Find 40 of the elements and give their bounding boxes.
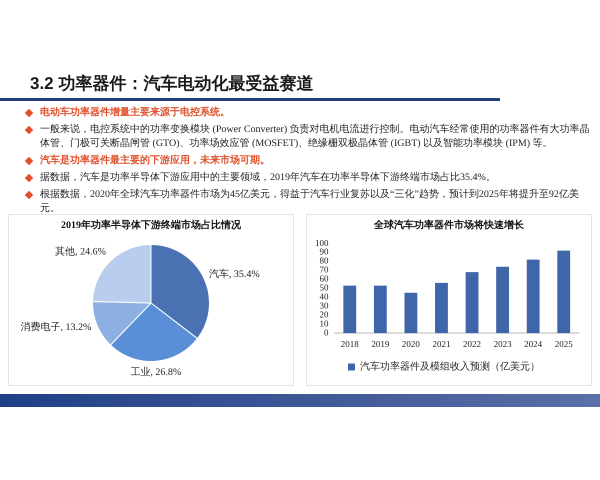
y-tick-label: 70 (320, 264, 329, 275)
y-tick-label: 80 (320, 256, 329, 266)
x-tick-label: 2019 (371, 338, 390, 349)
x-tick-label: 2024 (524, 338, 543, 349)
y-tick-label: 40 (320, 292, 329, 302)
x-tick-label: 2020 (402, 338, 420, 349)
y-tick-label: 20 (320, 310, 329, 320)
bar (343, 286, 356, 334)
slice-label: 其他, 24.6% (55, 245, 106, 258)
y-tick-label: 10 (320, 318, 329, 329)
x-tick-label: 2018 (340, 338, 360, 349)
slice-label: 消费电子, 13.2% (20, 321, 92, 334)
bar (466, 272, 478, 334)
text: 据数据，汽车是功率半导体下游应用中的主要领域，2019年汽车在功率半导体下游终端市场占比35.4%。 (40, 172, 496, 183)
y-tick-label: 50 (320, 282, 329, 293)
bar (404, 292, 418, 334)
bar (557, 250, 570, 334)
text: 根据数据，2020年全球汽车功率器件市场为45亿美元，得益于汽车行业复苏以及“三化”趋势，预计到2025年将提升至92亿美元。 (40, 189, 579, 214)
bar (526, 260, 540, 334)
x-tick-label: 2022 (463, 338, 482, 349)
bar (435, 282, 448, 334)
text: 一般来说，电控系统中的功率变换模块 (Power Converter) 负责对电机电流进行控制。电动汽车经常使用的功率器件有大功率晶体管、门极可关断晶闸管 (GTO)、功率场效应管 (MOSFET)、绝缘栅双极晶体管 (IGBT) 以及智能功率模块 (IPM) 等。 (40, 124, 590, 149)
text: 电动车功率器件增量主要来源于电控系统。 (40, 107, 230, 118)
x-tick-label: 2025 (554, 338, 574, 349)
text: 3.2 功率器件：汽车电动化最受益赛道 (30, 73, 314, 95)
chart-title: 全球汽车功率器件市场将快速增长 (373, 218, 525, 232)
y-tick-label: 0 (324, 328, 329, 338)
slice-label: 汽车, 35.4% (208, 268, 260, 280)
legend-label: 汽车功率器件及模组收入预测（亿美元） (360, 360, 540, 373)
text: 汽车是功率器件最主要的下游应用，未来市场可期。 (40, 155, 270, 166)
chart-title: 2019年功率半导体下游终端市场占比情况 (60, 218, 242, 232)
y-tick-label: 30 (320, 300, 329, 311)
x-tick-label: 2023 (494, 338, 512, 349)
y-tick-label: 60 (320, 274, 329, 284)
y-tick-label: 100 (315, 238, 329, 248)
y-tick-label: 90 (320, 246, 329, 257)
bar (374, 286, 387, 334)
slice-label: 工业, 26.8% (130, 366, 182, 378)
bar (496, 266, 510, 334)
x-tick-label: 2021 (432, 338, 450, 349)
